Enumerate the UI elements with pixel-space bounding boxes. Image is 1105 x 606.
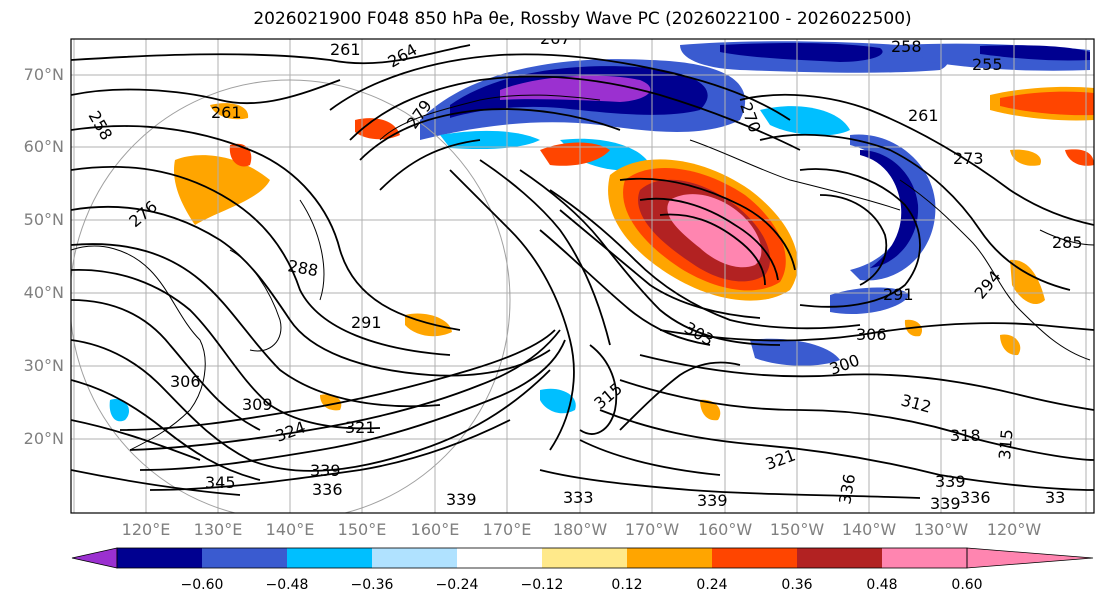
colorbar-outline (116, 547, 968, 569)
contour-label: 306 (856, 325, 887, 344)
contour-label: 336 (312, 480, 343, 499)
lat-label-30n: 30°N (23, 356, 64, 375)
contour-label: 261 (330, 40, 361, 59)
colorbar-tick-label: 0.36 (781, 577, 813, 593)
contour-label: 315 (995, 428, 1017, 460)
lat-label-40n: 40°N (23, 283, 64, 302)
contour-label: 321 (345, 418, 376, 437)
graticule (71, 39, 1094, 513)
map-title: 2026021900 F048 850 hPa θe, Rossby Wave … (253, 9, 912, 29)
colorbar-tick-label: 0.48 (866, 577, 898, 593)
contour-label: 333 (563, 488, 594, 507)
contour-label: 261 (908, 106, 939, 125)
contour-label: 255 (972, 55, 1003, 74)
lat-label-70n: 70°N (23, 65, 64, 84)
colorbar-segment-2 (202, 548, 287, 568)
lat-label-50n: 50°N (23, 210, 64, 229)
lon-label-160e: 160°E (410, 520, 460, 539)
lon-label-170e: 170°E (482, 520, 532, 539)
lon-label-180w: 180°W (552, 520, 608, 539)
contour-label: 339 (935, 472, 966, 491)
colorbar-tick-label: 0.24 (696, 577, 728, 593)
contour-label: 258 (891, 37, 922, 56)
colorbar-segment-10 (882, 548, 967, 568)
colorbar-segment-7 (627, 548, 712, 568)
lon-label-140w: 140°W (841, 520, 897, 539)
lon-label-120w: 120°W (986, 520, 1042, 539)
contour-label: 273 (953, 149, 984, 168)
colorbar-tick-label: −0.24 (435, 577, 479, 593)
colorbar-segment-6 (542, 548, 627, 568)
contour-label: 339 (697, 491, 728, 510)
contour-label: 339 (310, 461, 341, 480)
colorbar-segment-4 (372, 548, 457, 568)
lon-label-140e: 140°E (265, 520, 315, 539)
colorbar-segment-9 (797, 548, 882, 568)
contour-label: 291 (883, 285, 914, 304)
colorbar-segment-5 (457, 548, 542, 568)
contour-label: 339 (930, 494, 961, 513)
lat-label-20n: 20°N (23, 429, 64, 448)
lat-label-60n: 60°N (23, 137, 64, 156)
contour-label: 291 (351, 313, 382, 332)
lon-label-130e: 130°E (193, 520, 243, 539)
contour-label: 285 (1052, 233, 1083, 252)
colorbar-tick-label: −0.48 (265, 577, 309, 593)
colorbar-segment-0 (71, 547, 118, 569)
lon-label-120e: 120°E (121, 520, 171, 539)
colorbar-tick-label: −0.60 (180, 577, 224, 593)
contour-label: 33 (1045, 488, 1065, 507)
colorbar-segment-3 (287, 548, 372, 568)
plot-frame (70, 38, 1095, 514)
lon-label-160w: 160°W (697, 520, 753, 539)
contour-label: 267 (540, 29, 571, 48)
lon-label-150w: 150°W (769, 520, 825, 539)
theta-e-contours (71, 44, 1094, 499)
colorbar-segment-1 (117, 548, 202, 568)
contour-label: 336 (960, 488, 991, 507)
lon-label-150e: 150°E (337, 520, 387, 539)
colorbar-segment-11 (966, 547, 1094, 569)
coastlines (71, 94, 1094, 451)
colorbar-tick-label: −0.12 (520, 577, 564, 593)
lon-label-130w: 130°W (913, 520, 969, 539)
colorbar-segment-8 (712, 548, 797, 568)
contour-label: 345 (205, 473, 236, 492)
colorbar (71, 547, 1094, 569)
contour-label: 339 (446, 490, 477, 509)
contour-label: 318 (950, 426, 981, 445)
colorbar-tick-label: 0.60 (951, 577, 983, 593)
lon-label-170w: 170°W (624, 520, 680, 539)
contour-label: 306 (170, 372, 201, 391)
contour-label: 309 (242, 395, 273, 414)
contour-label: 261 (211, 103, 242, 122)
colorbar-tick-label: −0.36 (350, 577, 394, 593)
colorbar-tick-label: 0.12 (611, 577, 643, 593)
